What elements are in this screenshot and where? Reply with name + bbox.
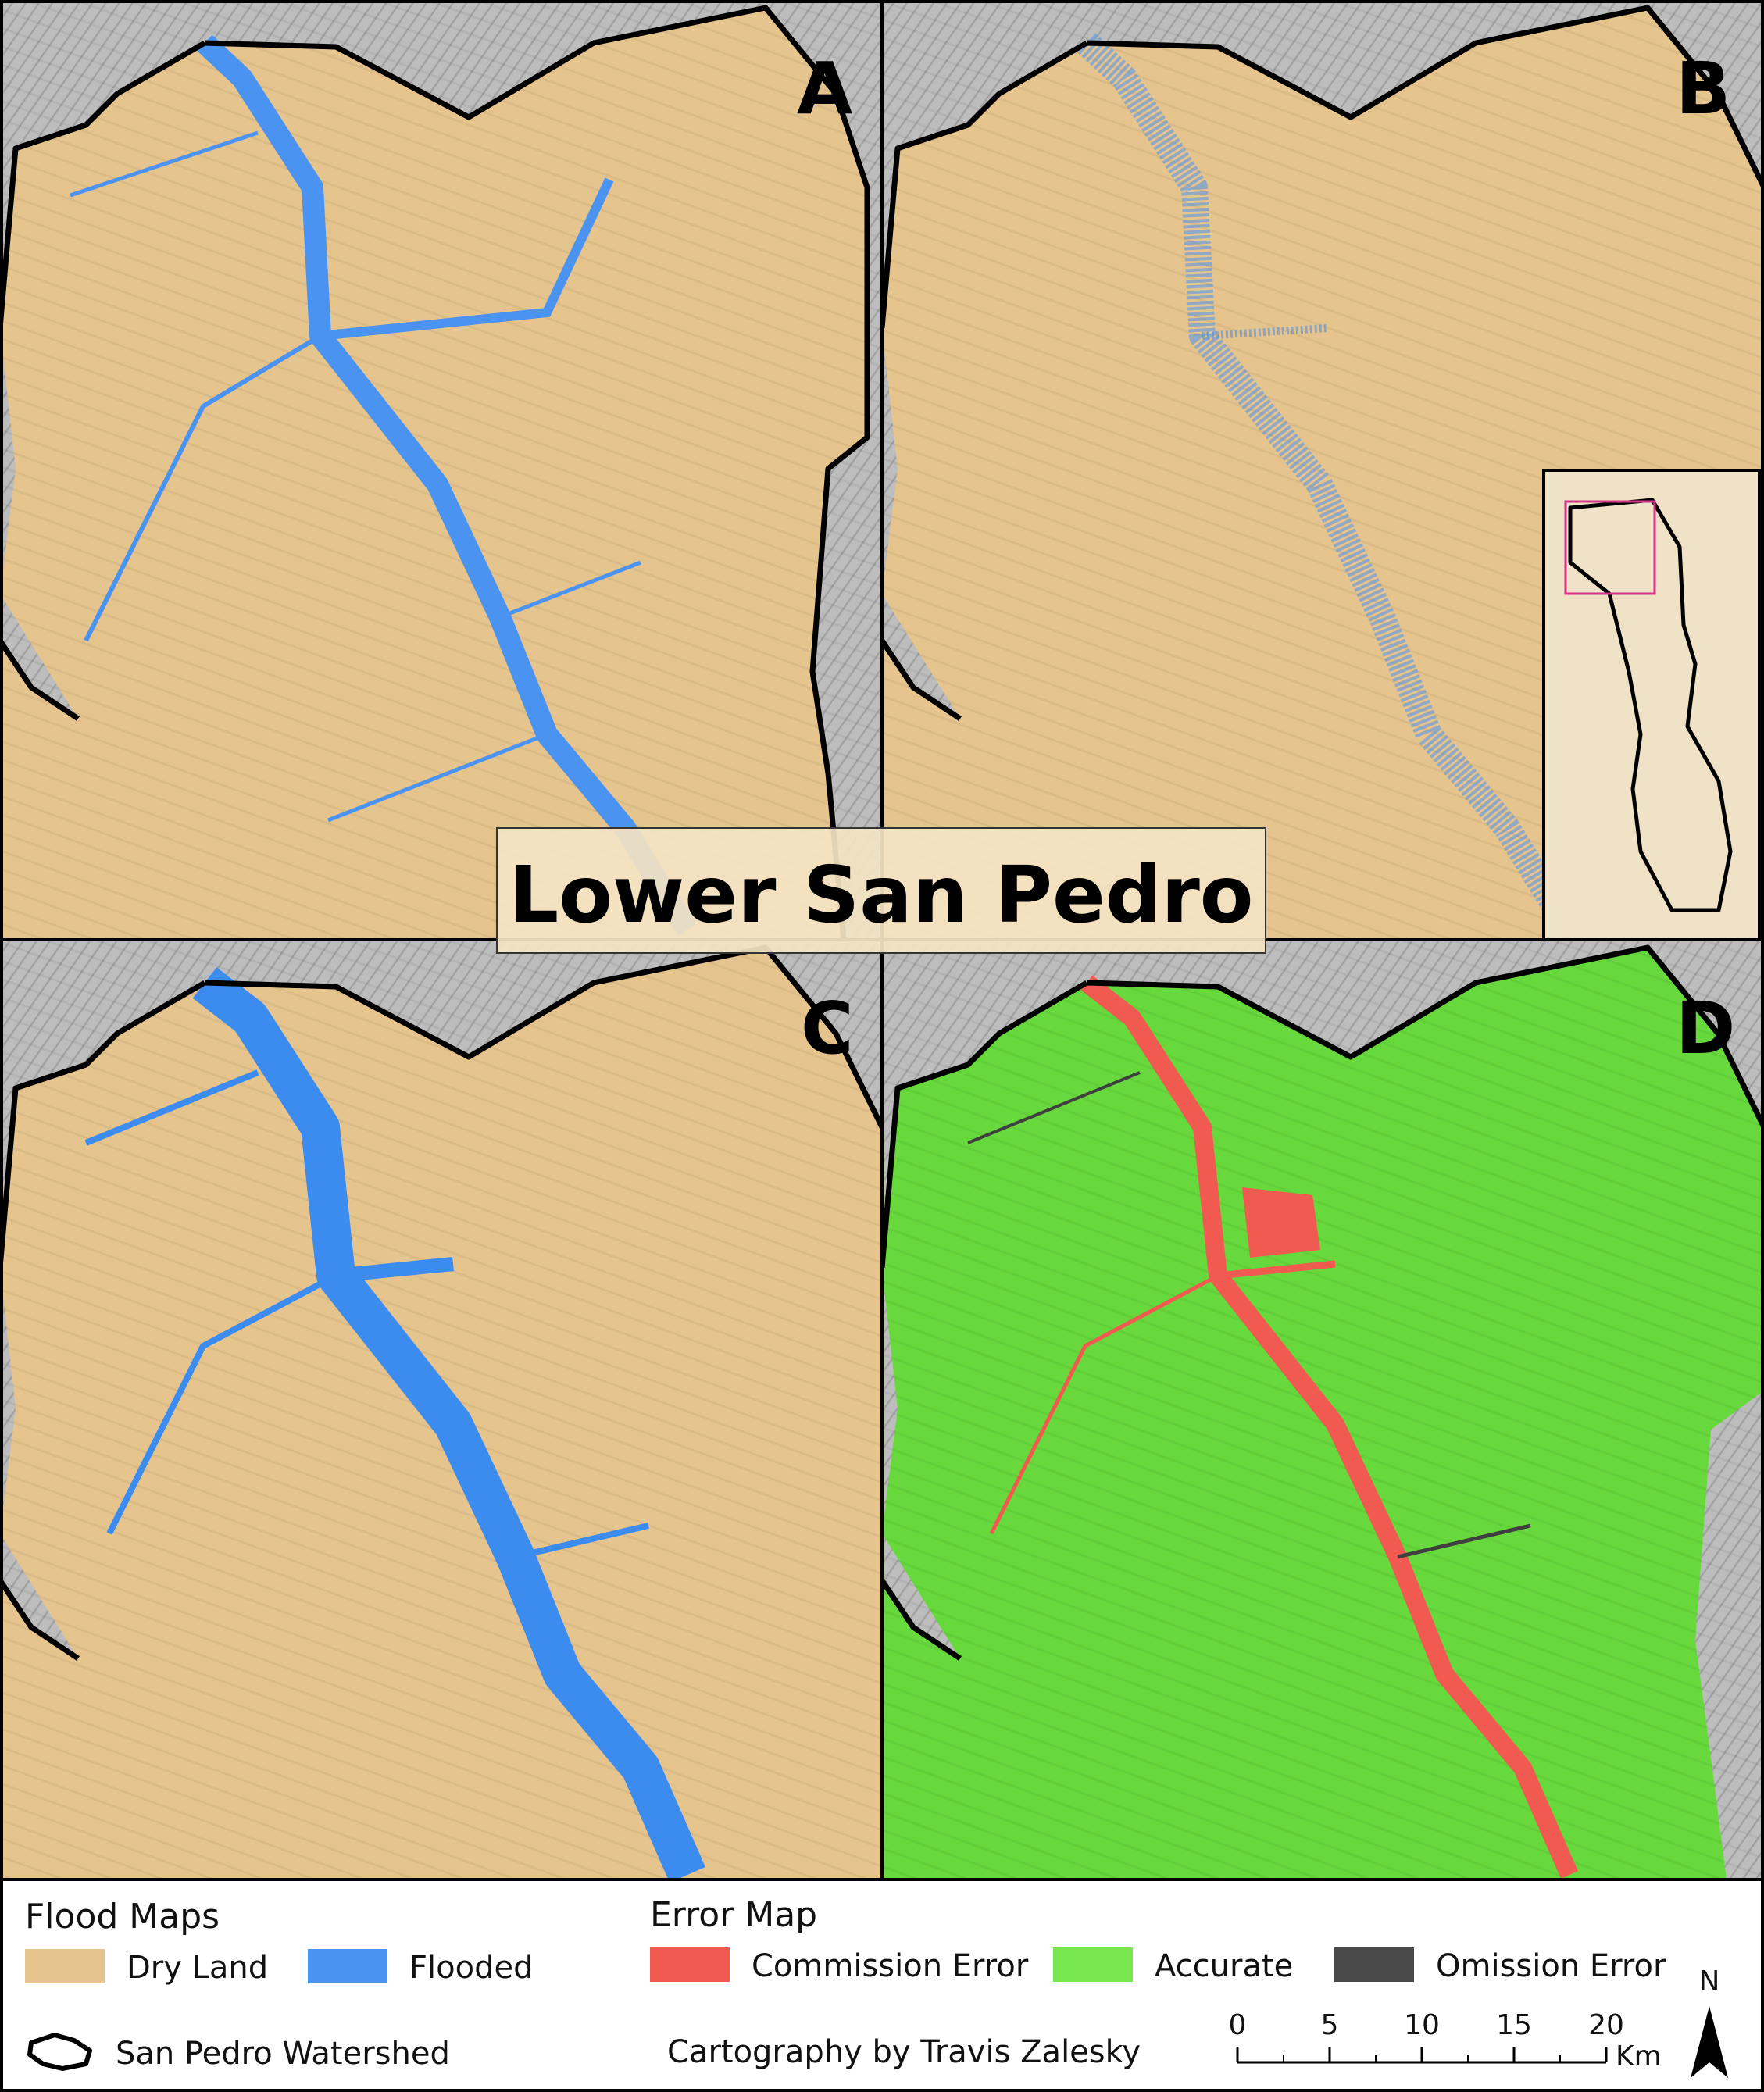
watershed-legend-icon [27,2033,92,2071]
panel-label-d: D [1676,987,1735,1070]
watershed-boundary [0,5,870,940]
commission-patch [1242,1187,1320,1258]
scale-tick-label: 10 [1404,2009,1440,2041]
commission-tributary [1217,1260,1336,1280]
terrain-texture [0,0,882,940]
north-label: N [1699,1965,1720,1997]
watershed-boundary [882,944,1764,1661]
panel-d: D [882,940,1764,1880]
title-box: Lower San Pedro [496,827,1266,954]
flooded-swatch [308,1949,387,1983]
watershed-boundary [882,5,1764,721]
watershed-outline [1568,498,1733,912]
flooded-tributary [1202,324,1329,340]
omission-error-label: Omission Error [1436,1948,1666,1984]
scale-tick-label: 15 [1496,2009,1532,2041]
scale-tick-label: 0 [1229,2009,1247,2041]
cartography-credit: Cartography by Travis Zalesky [667,2034,1141,2070]
inset-extent-box [1564,500,1656,595]
panel-label-a: A [797,47,852,130]
flooded-tributary [320,177,614,341]
flooded-tributary [84,1069,259,1146]
panel-a: A [0,0,882,940]
watershed-label: San Pedro Watershed [116,2036,450,2072]
flooded-tributary [327,732,548,823]
flooded-tributary [515,1523,649,1560]
scale-tick-label: 5 [1321,2009,1339,2041]
panel-label-c: C [801,987,854,1070]
error-map-heading: Error Map [650,1895,817,1935]
panel-c: C [0,940,882,1880]
flooded-tributary [335,1257,454,1283]
scale-tick-label: 20 [1588,2009,1624,2041]
scale-unit-label: Km [1616,2040,1662,2072]
flooded-channel [192,967,705,1880]
inset-locator-map [1542,469,1761,940]
flooded-tributary [84,334,322,642]
watershed-boundary [0,944,882,1661]
omission-error-swatch [1334,1947,1414,1982]
dry-land-label: Dry Land [127,1950,268,1986]
flood-maps-heading: Flood Maps [25,1897,220,1937]
scale-bar: 0 5 10 15 20 Km [1229,2009,1662,2072]
map-title: Lower San Pedro [509,849,1254,941]
commission-tributary [989,1273,1219,1535]
omission-tributary [967,1071,1141,1144]
flooded-tributary [106,1273,337,1535]
commission-error-label: Commission Error [752,1948,1029,1984]
dry-land-swatch [25,1949,105,1983]
flooded-channel [197,34,697,936]
omission-tributary [1397,1523,1531,1559]
flooded-channel [1077,33,1581,937]
accurate-label: Accurate [1155,1948,1293,1984]
flooded-label: Flooded [409,1950,533,1986]
north-arrow-icon: N [1691,1965,1728,2078]
legend-panel [0,1878,1764,2092]
commission-error-swatch [650,1947,730,1982]
flooded-tributary [499,560,641,619]
panel-label-b: B [1676,47,1730,130]
panel-b: B [882,0,1764,940]
accurate-swatch [1053,1947,1133,1982]
commission-channel [1080,975,1578,1879]
flooded-tributary [70,130,259,198]
